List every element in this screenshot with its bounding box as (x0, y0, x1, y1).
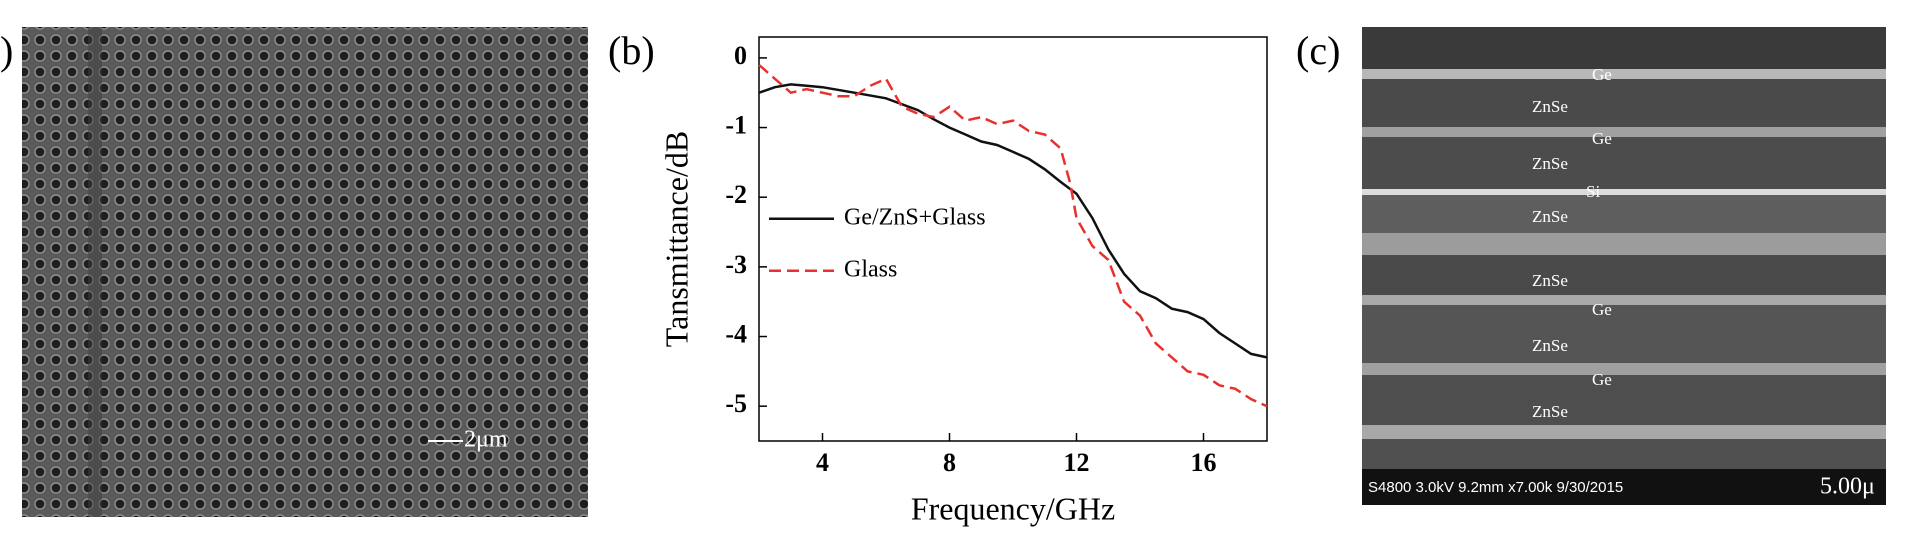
x-tick-label: 4 (816, 448, 829, 477)
sem-layer (1362, 375, 1886, 425)
layer-label: ZnSe (1532, 154, 1568, 173)
x-tick-label: 16 (1191, 448, 1217, 477)
series-line (758, 83, 1268, 359)
sem-layer (1362, 79, 1886, 127)
panel-label: (b) (608, 28, 655, 73)
x-tick-label: 12 (1064, 448, 1090, 477)
sem-layer (1362, 127, 1886, 137)
layer-label: Ge (1592, 65, 1612, 84)
panel-b: (b) Frequency/GHz Tansmittance/dB 4 8 12 16… (608, 28, 1268, 526)
panel-c: (c) Ge ZnSe Ge ZnSe Si ZnSe ZnSe Ge ZnSe Ge ZnSe S4… (1296, 27, 1886, 505)
layer-label: Ge (1592, 300, 1612, 319)
sem-layer (1362, 439, 1886, 469)
layer-label: Ge (1592, 129, 1612, 148)
legend-label: Ge/ZnS+Glass (844, 204, 986, 230)
scale-label: 5.00μ (1820, 474, 1875, 500)
layer-label: Ge (1592, 370, 1612, 389)
sem-layer (1362, 295, 1886, 305)
sem-layer (1362, 233, 1886, 255)
sem-layer (1362, 69, 1886, 79)
y-tick-label: 0 (734, 41, 747, 70)
series-line (758, 63, 1268, 408)
layer-label: ZnSe (1532, 402, 1568, 421)
sem-layer (1362, 255, 1886, 295)
sem-layer (1362, 363, 1886, 375)
panel-label: (c) (1296, 28, 1340, 73)
panel-a: ) 2μm (0, 27, 588, 517)
sem-layer (1362, 27, 1886, 69)
sem-layer (1362, 305, 1886, 363)
layer-label: ZnSe (1532, 97, 1568, 116)
sem-layer (1362, 469, 1886, 505)
plot-frame (758, 36, 1268, 442)
y-tick-label: -2 (725, 180, 747, 209)
layer-label: ZnSe (1532, 207, 1568, 226)
legend-label: Glass (844, 256, 897, 282)
panel-label: ) (0, 28, 13, 73)
sem-image (22, 27, 588, 517)
sem-info: S4800 3.0kV 9.2mm x7.00k 9/30/2015 (1368, 479, 1623, 496)
layer-label: Si (1586, 182, 1600, 201)
sem-layer (1362, 189, 1886, 195)
layer-label: ZnSe (1532, 336, 1568, 355)
sem-layer (1362, 137, 1886, 189)
sem-stripe (88, 27, 102, 517)
x-tick-label: 8 (943, 448, 956, 477)
scale-label: 2μm (464, 427, 508, 453)
sem-layer (1362, 425, 1886, 439)
sem-layer (1362, 195, 1886, 233)
y-tick-label: -3 (725, 250, 747, 279)
layer-label: ZnSe (1532, 271, 1568, 290)
y-tick-label: -5 (725, 389, 747, 418)
y-tick-label: -4 (725, 319, 747, 348)
y-tick-label: -1 (725, 111, 747, 140)
y-axis-label: Tansmittance/dB (658, 131, 694, 347)
x-axis-label: Frequency/GHz (911, 490, 1115, 526)
